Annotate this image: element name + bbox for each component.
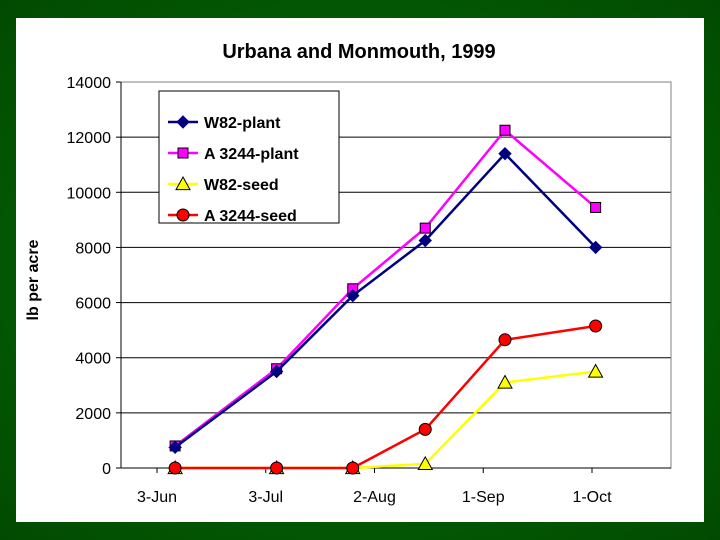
series-w82-plant xyxy=(168,146,603,455)
x-tick-label: 1-Oct xyxy=(572,489,612,506)
data-point xyxy=(587,363,604,378)
data-point xyxy=(270,461,284,475)
data-point xyxy=(589,319,603,333)
data-point xyxy=(497,374,513,389)
legend-entry: A 3244-seed xyxy=(168,208,297,225)
y-tick-label: 8000 xyxy=(75,240,111,257)
series-line xyxy=(175,324,596,470)
x-tick-label: 3-Jun xyxy=(137,489,177,506)
legend-marker xyxy=(176,115,190,129)
data-point xyxy=(498,333,512,347)
y-tick-label: 0 xyxy=(102,461,111,478)
legend-box xyxy=(158,90,340,224)
y-tick-label: 14000 xyxy=(67,75,112,92)
data-point xyxy=(419,222,431,234)
data-point xyxy=(168,461,182,475)
series-line xyxy=(174,128,597,447)
data-point xyxy=(269,364,284,379)
x-tick-label: 3-Jul xyxy=(248,489,283,506)
x-tick-label: 1-Sep xyxy=(462,489,505,506)
series-a-3244-seed xyxy=(168,319,603,475)
axes: 0 2000 4000 6000 8000 10000 12000 14000 3-Jun 3-J… xyxy=(67,75,672,506)
data-point xyxy=(418,422,432,436)
legend-marker xyxy=(177,147,189,159)
legend-label: W82-seed xyxy=(204,177,279,194)
series-w82-seed xyxy=(167,363,604,475)
data-point xyxy=(418,233,432,248)
series-group xyxy=(167,124,604,475)
legend-label: A 3244-seed xyxy=(204,208,297,225)
y-tick-label: 2000 xyxy=(75,406,111,423)
chart-card: Urbana and Monmouth, 1999 lb per acre 0 2… xyxy=(16,18,704,522)
data-point xyxy=(168,440,182,455)
data-point xyxy=(590,201,602,213)
legend-label: W82-plant xyxy=(204,115,281,132)
data-point xyxy=(417,455,434,470)
series-line xyxy=(175,370,596,470)
legend-entry: W82-seed xyxy=(168,175,279,194)
legend-entry: W82-plant xyxy=(168,115,281,132)
chart-title: Urbana and Monmouth, 1999 xyxy=(222,41,495,63)
series-line xyxy=(174,151,597,449)
legend-marker xyxy=(175,175,191,191)
data-point xyxy=(346,288,360,303)
legend: W82-plant A 3244-plant W82-seed A 3244-seed xyxy=(158,90,340,225)
y-tick-label: 4000 xyxy=(75,351,111,368)
data-point xyxy=(346,461,360,475)
legend-entry: A 3244-plant xyxy=(168,146,299,163)
data-point xyxy=(588,240,603,255)
data-point xyxy=(498,146,512,161)
y-tick-label: 10000 xyxy=(67,185,112,202)
y-tick-label: 6000 xyxy=(75,296,111,313)
x-tick-label: 2-Aug xyxy=(353,489,396,506)
data-point xyxy=(499,124,511,136)
y-axis-label: lb per acre xyxy=(25,239,42,320)
legend-label: A 3244-plant xyxy=(204,146,299,163)
legend-marker xyxy=(176,208,190,222)
y-tick-label: 12000 xyxy=(67,130,112,147)
line-chart: Urbana and Monmouth, 1999 lb per acre 0 2… xyxy=(25,41,672,506)
